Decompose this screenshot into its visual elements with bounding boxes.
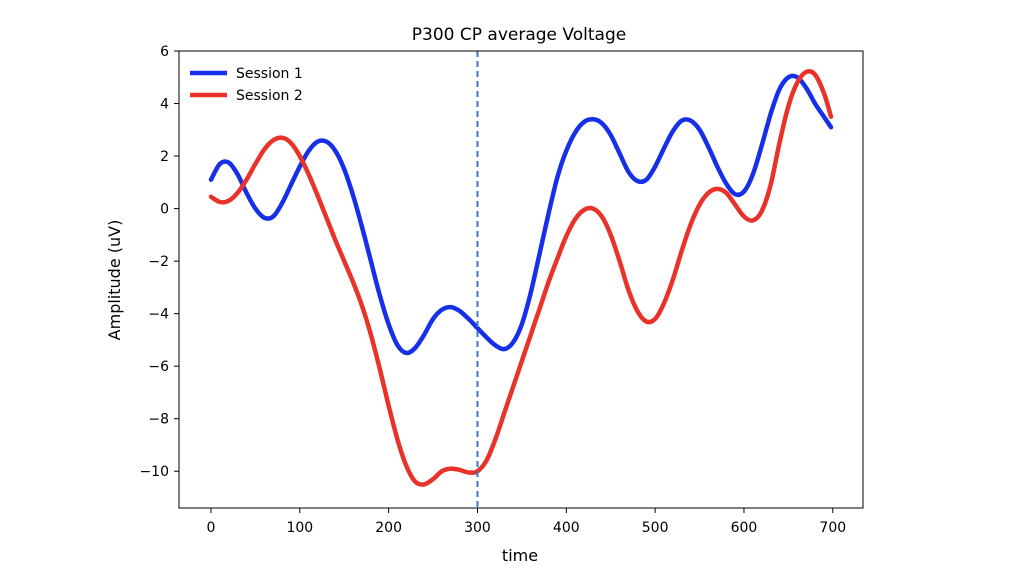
x-axis-label: time	[502, 546, 538, 565]
series-line-session-2	[208, 69, 834, 487]
x-tick-label: 700	[819, 520, 846, 536]
x-tick-label: 300	[464, 520, 491, 536]
y-tick-label: −4	[148, 307, 169, 323]
y-tick-label: 6	[160, 44, 169, 60]
chart-title: P300 CP average Voltage	[412, 25, 626, 45]
legend: Session 1 Session 2	[190, 66, 303, 104]
series-line-session-1	[208, 73, 834, 356]
y-tick-label: −8	[148, 412, 169, 428]
x-tick-label: 500	[642, 520, 669, 536]
legend-label-session-1: Session 1	[236, 66, 303, 82]
x-tick-label: 400	[553, 520, 580, 536]
y-tick-label: 0	[160, 202, 169, 218]
x-tick-label: 200	[375, 520, 402, 536]
legend-label-session-2: Session 2	[236, 88, 303, 104]
plot-area	[179, 51, 863, 508]
y-tick-label: 4	[160, 97, 169, 113]
x-tick-label: 600	[731, 520, 758, 536]
plot-frame	[178, 50, 864, 509]
y-axis: 6 4 2 0 −2 −4 −6 −8 −10	[139, 44, 179, 480]
y-tick-label: −6	[148, 359, 169, 375]
x-tick-label: 0	[207, 520, 216, 536]
y-tick-label: 2	[160, 149, 169, 165]
x-axis: 0 100 200 300 400 500 600 700	[207, 508, 846, 536]
series-layer	[208, 69, 834, 487]
y-axis-label: Amplitude (uV)	[105, 220, 124, 341]
y-tick-label: −10	[139, 464, 169, 480]
y-tick-label: −2	[148, 254, 169, 270]
x-tick-label: 100	[286, 520, 313, 536]
